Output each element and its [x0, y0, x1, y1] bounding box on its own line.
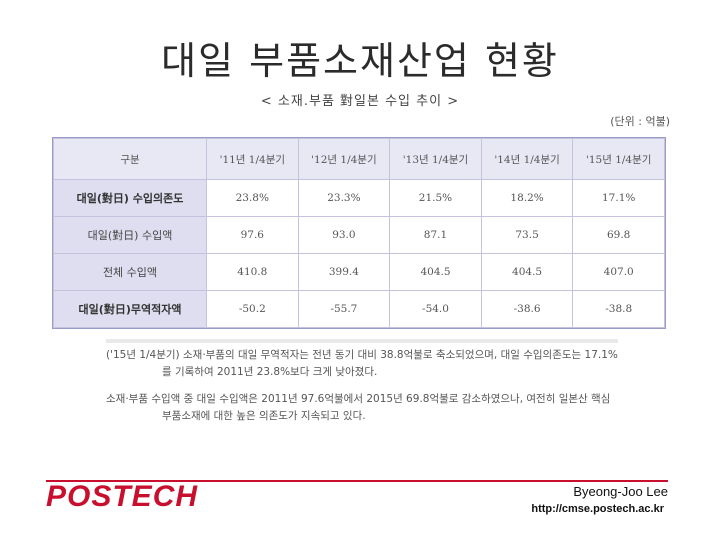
table-cell: -38.8	[572, 290, 665, 328]
header-cell: 구분	[53, 138, 207, 180]
row-label: 대일(對日)무역적자액	[53, 290, 207, 328]
table-cell: -50.2	[206, 290, 299, 328]
table-caption: < 소재.부품 對일본 수입 추이 >	[260, 94, 460, 109]
table-row: 대일(對日) 수입의존도 23.8% 23.3% 21.5% 18.2% 17.…	[53, 179, 665, 217]
table-cell: 17.1%	[572, 179, 665, 217]
paragraph: ('15년 1/4분기) 소재·부품의 대일 무역적자는 전년 동기 대비 38…	[106, 349, 618, 378]
header-cell: '12년 1/4분기	[297, 138, 391, 180]
slide-title: 대일 부품소재산업 현황	[161, 39, 559, 83]
table-cell: 21.5%	[389, 179, 482, 217]
table-cell: 23.8%	[206, 179, 299, 217]
table-cell: 404.5	[389, 253, 482, 291]
table-cell: 23.3%	[297, 179, 391, 217]
import-table: 구분 '11년 1/4분기 '12년 1/4분기 '13년 1/4분기 '14년…	[52, 137, 666, 329]
footer-url: http://cmse.postech.ac.kr	[531, 503, 664, 515]
header-cell: '13년 1/4분기	[389, 138, 482, 180]
table-header-row: 구분 '11년 1/4분기 '12년 1/4분기 '13년 1/4분기 '14년…	[53, 138, 665, 180]
table-cell: 69.8	[572, 216, 665, 254]
table-cell: 93.0	[297, 216, 391, 254]
body-text: ('15년 1/4분기) 소재·부품의 대일 무역적자는 전년 동기 대비 38…	[106, 339, 618, 477]
row-label: 대일(對日) 수입의존도	[53, 179, 207, 217]
header-cell: '15년 1/4분기	[572, 138, 665, 180]
table-cell: 73.5	[480, 216, 574, 254]
header-cell: '14년 1/4분기	[480, 138, 574, 180]
table-cell: 399.4	[297, 253, 391, 291]
table-row: 대일(對日)무역적자액 -50.2 -55.7 -54.0 -38.6 -38.…	[53, 290, 665, 328]
header-cell: '11년 1/4분기	[206, 138, 299, 180]
unit-label: (단위 : 억불)	[610, 115, 670, 128]
table-cell: -38.6	[480, 290, 574, 328]
table-cell: 87.1	[389, 216, 482, 254]
row-label: 대일(對日) 수입액	[53, 216, 207, 254]
table-cell: 407.0	[572, 253, 665, 291]
author-name: Byeong-Joo Lee	[573, 484, 668, 499]
table-cell: 97.6	[206, 216, 299, 254]
table-row: 대일(對日) 수입액 97.6 93.0 87.1 73.5 69.8	[53, 216, 665, 254]
row-label: 전체 수입액	[53, 253, 207, 291]
postech-logo: POSTECH	[46, 480, 199, 513]
table-cell: 404.5	[480, 253, 574, 291]
table-row: 전체 수입액 410.8 399.4 404.5 404.5 407.0	[53, 253, 665, 291]
paragraph: 소재·부품 수입액 중 대일 수입액은 2011년 97.6억불에서 2015년…	[106, 393, 611, 422]
table-cell: 18.2%	[480, 179, 574, 217]
table-cell: 410.8	[206, 253, 299, 291]
table-cell: -54.0	[389, 290, 482, 328]
footer-divider	[46, 480, 668, 482]
table-cell: -55.7	[297, 290, 391, 328]
